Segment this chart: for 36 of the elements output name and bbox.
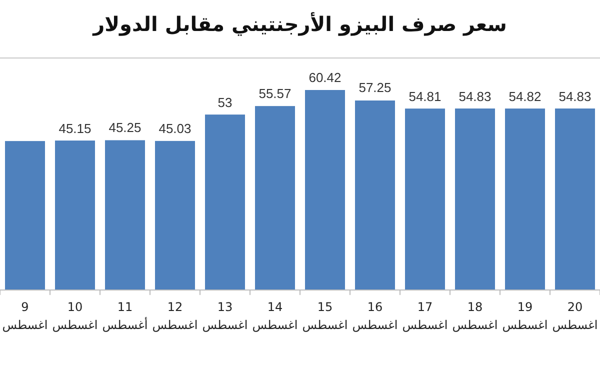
x-tick-label: 9 اغسطس [2, 299, 48, 334]
bar [305, 90, 345, 290]
x-tick-label: 10 اغسطس [52, 299, 98, 334]
x-tick-label: 16 اغسطس [352, 299, 398, 334]
x-tick-label: 13 اغسطس [202, 299, 248, 334]
x-tick-label: 19 اغسطس [502, 299, 548, 334]
data-label: 57.25 [358, 80, 392, 96]
x-tick-label: 17 اغسطس [402, 299, 448, 334]
chart-title: سعر صرف البيزو الأرجنتيني مقابل الدولار [91, 12, 508, 36]
data-label: 45.15 [58, 120, 92, 136]
bar [555, 108, 595, 290]
x-tick-label: 15 اغسطس [302, 299, 348, 334]
data-label: 54.81 [408, 88, 442, 104]
bar [205, 114, 245, 290]
data-label: 54.82 [508, 88, 542, 104]
bar [405, 108, 445, 290]
x-tick-label: 18 اغسطس [452, 299, 498, 334]
bar [255, 106, 295, 290]
data-label: 60.42 [308, 70, 342, 85]
bar [105, 140, 145, 290]
x-tick-label: 14 اغسطس [252, 299, 298, 334]
bar [155, 140, 195, 290]
data-label: 54.83 [458, 88, 492, 104]
bar [505, 108, 545, 290]
data-label: 53 [216, 94, 234, 110]
data-label: 45.25 [108, 120, 142, 136]
bar [355, 100, 395, 290]
bar [55, 140, 95, 290]
bar [455, 108, 495, 290]
bar [5, 141, 45, 290]
x-tick-label: 20 اغسطس [552, 299, 598, 334]
data-label: 54.83 [558, 88, 592, 104]
x-tick-label: 12 اغسطس [152, 299, 198, 334]
x-tick-label: 11 أغسطس [102, 299, 148, 334]
data-label: 45.03 [158, 120, 192, 136]
data-label: 55.57 [258, 86, 292, 102]
